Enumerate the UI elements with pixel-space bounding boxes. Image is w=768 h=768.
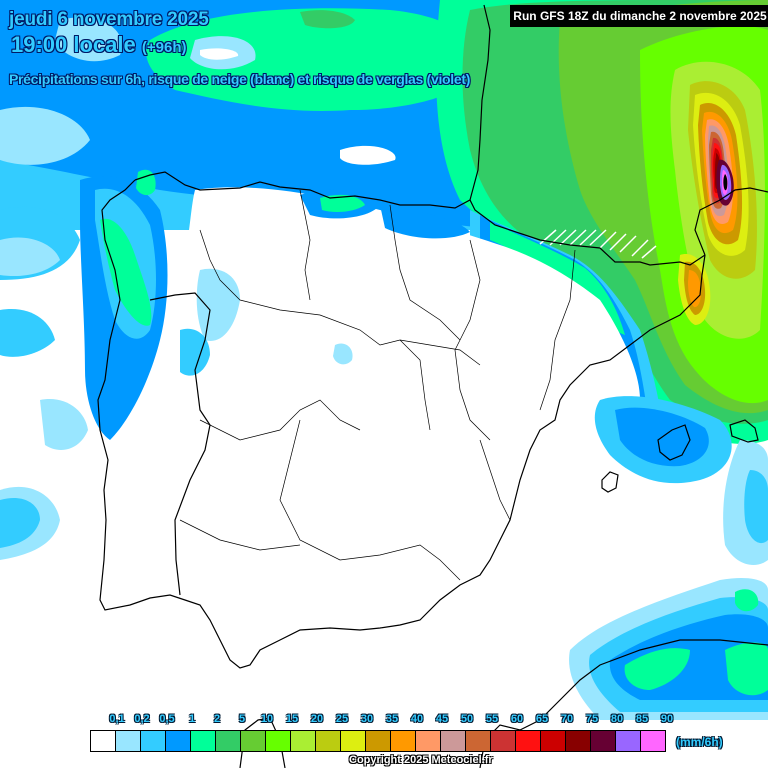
legend-tick-label: 45 <box>435 713 449 725</box>
legend-tick-label: 80 <box>610 713 624 725</box>
legend-swatch <box>341 731 366 751</box>
legend-tick-label: 90 <box>660 713 674 725</box>
forecast-local-time: 19:00 locale <box>11 32 136 57</box>
legend-swatch <box>216 731 241 751</box>
legend-tick-label: 70 <box>560 713 574 725</box>
map-subtitle: Précipitations sur 6h, risque de neige (… <box>9 71 471 87</box>
legend-swatch <box>141 731 166 751</box>
legend-tick-label: 2 <box>213 713 221 725</box>
legend-swatch <box>191 731 216 751</box>
copyright-notice: Copyright 2025 Meteociel.fr <box>349 754 493 766</box>
color-legend <box>90 730 666 752</box>
legend-swatch <box>416 731 441 751</box>
snow-risk-hatching <box>539 229 657 259</box>
model-run-label: Run GFS 18Z du dimanche 2 novembre 2025 <box>510 5 768 27</box>
legend-tick-label: 30 <box>360 713 374 725</box>
legend-tick-label: 0,1 <box>109 713 125 725</box>
legend-swatch <box>466 731 491 751</box>
legend-tick-label: 5 <box>238 713 246 725</box>
legend-tick-label: 20 <box>310 713 324 725</box>
legend-tick-label: 75 <box>585 713 599 725</box>
legend-tick-label: 25 <box>335 713 349 725</box>
legend-swatch <box>366 731 391 751</box>
legend-tick-label: 55 <box>485 713 499 725</box>
legend-tick-label: 0,2 <box>134 713 150 725</box>
legend-swatch <box>516 731 541 751</box>
legend-swatch <box>241 731 266 751</box>
legend-tick-label: 50 <box>460 713 474 725</box>
legend-tick-label: 10 <box>260 713 274 725</box>
region-borders <box>179 189 576 581</box>
coastlines <box>97 4 768 768</box>
legend-swatch <box>316 731 341 751</box>
legend-unit: (mm/6h) <box>676 735 723 749</box>
legend-swatch <box>166 731 191 751</box>
legend-swatch <box>566 731 591 751</box>
legend-tick-label: 85 <box>635 713 649 725</box>
legend-tick-label: 15 <box>285 713 299 725</box>
legend-swatch <box>116 731 141 751</box>
legend-swatch <box>491 731 516 751</box>
legend-swatch <box>641 731 665 751</box>
legend-swatch <box>591 731 616 751</box>
legend-swatch <box>91 731 116 751</box>
forecast-lead-time: (+96h) <box>141 39 187 56</box>
legend-swatch <box>291 731 316 751</box>
legend-tick-label: 65 <box>535 713 549 725</box>
legend-tick-label: 1 <box>188 713 196 725</box>
legend-tick-label: 60 <box>510 713 524 725</box>
legend-swatch <box>266 731 291 751</box>
legend-swatch <box>391 731 416 751</box>
forecast-date: jeudi 6 novembre 2025 <box>9 9 209 30</box>
legend-swatch <box>541 731 566 751</box>
legend-tick-label: 35 <box>385 713 399 725</box>
legend-swatch <box>441 731 466 751</box>
legend-tick-label: 40 <box>410 713 424 725</box>
legend-swatch <box>616 731 641 751</box>
legend-tick-label: 0,5 <box>159 713 175 725</box>
forecast-time: 19:00 locale (+96h) <box>11 32 186 58</box>
